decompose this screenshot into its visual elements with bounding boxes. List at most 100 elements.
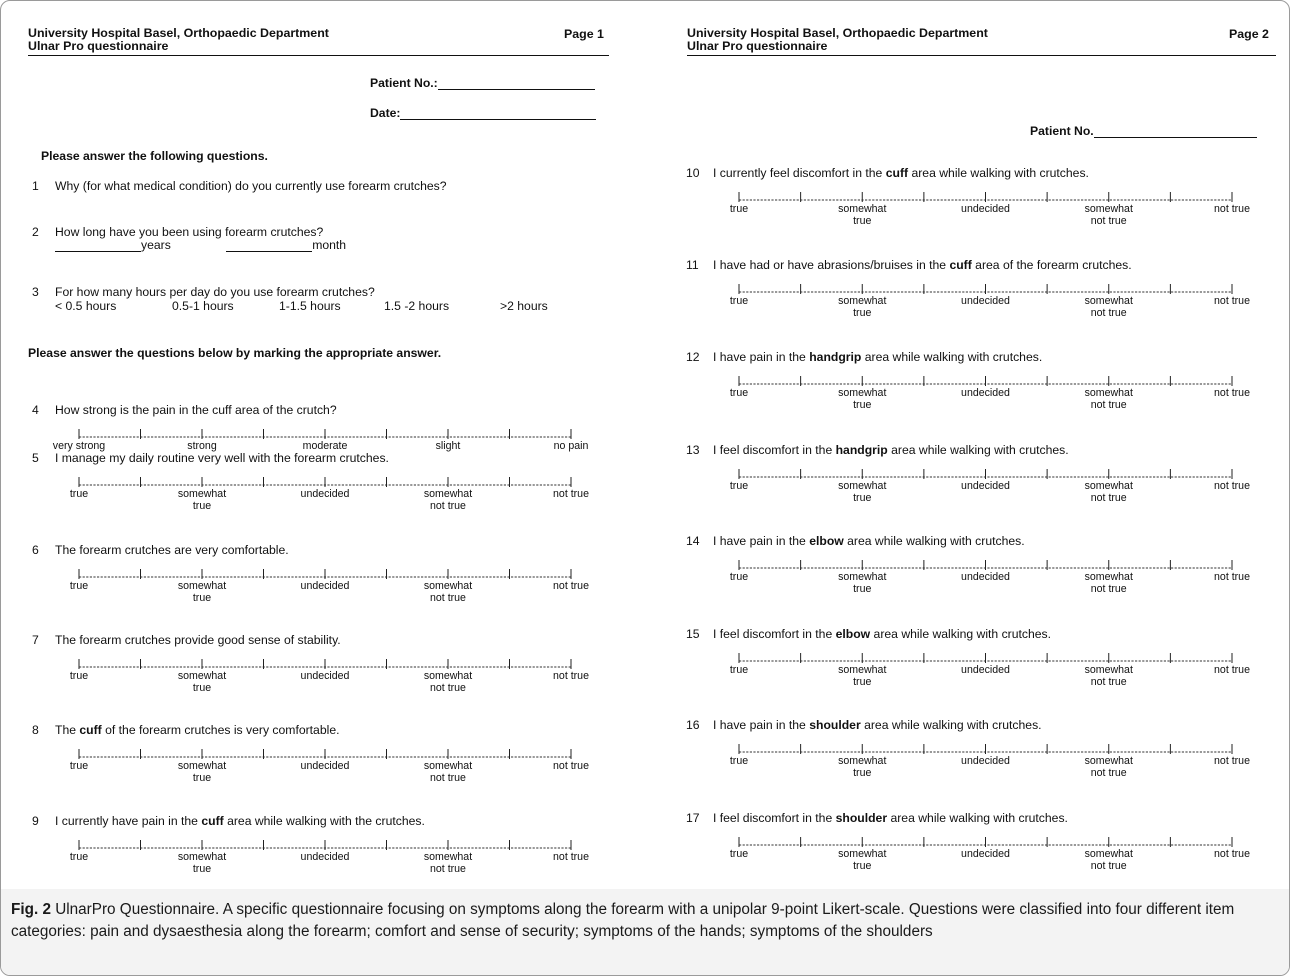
scale-label-line: somewhat (838, 203, 887, 215)
likert-scale (738, 376, 1233, 386)
hours-option[interactable]: < 0.5 hours (55, 299, 117, 313)
scale-label: somewhat true (838, 480, 886, 504)
question-text: I feel discomfort in the handgrip area w… (713, 443, 1069, 457)
scale-label-line: undecided (961, 480, 1010, 492)
hours-option[interactable]: >2 hours (500, 299, 548, 313)
scale-label: somewhat not true (424, 488, 472, 512)
scale-label-line: undecided (961, 755, 1010, 767)
scale-label: not true (1214, 848, 1250, 860)
question-text: I feel discomfort in the shoulder area w… (713, 811, 1068, 825)
patient-no-blank[interactable] (437, 77, 595, 90)
duration-fields: years month (55, 238, 346, 252)
scale-label-line: true (69, 670, 89, 682)
scale-label-line: not true (553, 670, 589, 682)
scale-label: undecided (301, 670, 350, 682)
years-blank[interactable] (55, 239, 141, 252)
scale-label: not true (553, 760, 589, 772)
institution-name: University Hospital Basel, Orthopaedic D… (687, 26, 988, 40)
scale-label: not true (1214, 664, 1250, 676)
scale-label-line: undecided (300, 488, 350, 500)
question-number: 1 (32, 179, 39, 193)
scale-label-line: true (69, 760, 89, 772)
scale-label: somewhat not true (424, 851, 472, 875)
likert-scale (78, 569, 572, 579)
likert-scale (738, 469, 1233, 479)
scale-label: not true (1214, 755, 1250, 767)
scale-label-line: somewhat (177, 760, 227, 772)
patient-no-blank[interactable] (1093, 125, 1257, 138)
question-text: The forearm crutches are very comfortabl… (55, 543, 289, 557)
scale-label-line: true (69, 851, 89, 863)
scale-label-line: not true (1090, 860, 1127, 872)
scale-label: somewhat not true (424, 580, 472, 604)
scale-label: somewhat true (838, 755, 886, 779)
figure-caption: Fig. 2 UlnarPro Questionnaire. A specifi… (1, 889, 1289, 975)
scale-label-line: slight (435, 440, 461, 452)
scale-label-line: undecided (961, 571, 1010, 583)
scale-label-line: somewhat (838, 755, 887, 767)
date-field: Date: (370, 106, 597, 120)
hours-option[interactable]: 1.5 -2 hours (384, 299, 450, 313)
question-number: 10 (686, 166, 700, 180)
scale-label-line: undecided (961, 387, 1010, 399)
hours-option[interactable]: 1-1.5 hours (279, 299, 341, 313)
scale-label: slight (436, 440, 461, 452)
scale-label-line: somewhat (1084, 480, 1133, 492)
likert-scale (738, 560, 1233, 570)
scale-label-line: true (729, 571, 749, 583)
scale-label-line: strong (187, 440, 217, 452)
question-number: 13 (686, 443, 700, 457)
scale-label: somewhat not true (424, 670, 472, 694)
date-blank[interactable] (400, 107, 597, 120)
month-blank[interactable] (226, 239, 313, 252)
question-text: I have had or have abrasions/bruises in … (713, 258, 1132, 272)
scale-label-line: somewhat (1084, 295, 1133, 307)
scale-label: somewhat not true (1085, 848, 1133, 872)
scale-label-line: not true (1214, 848, 1250, 860)
scale-label-line: somewhat (1084, 203, 1133, 215)
scale-label: undecided (301, 760, 350, 772)
scale-label-line: not true (430, 772, 466, 784)
emphasized-term: shoulder (835, 811, 888, 825)
scale-label: somewhat not true (1085, 295, 1133, 319)
scale-label: somewhat true (178, 760, 226, 784)
scale-label: not true (1214, 203, 1250, 215)
scale-label: undecided (301, 580, 350, 592)
scale-label: not true (553, 670, 589, 682)
scale-label: undecided (961, 664, 1010, 676)
likert-scale (738, 192, 1233, 202)
date-label: Date: (370, 106, 401, 120)
scale-label-line: undecided (961, 664, 1010, 676)
scale-label: undecided (301, 488, 350, 500)
form-title: Ulnar Pro questionnaire (28, 39, 169, 53)
question-number: 7 (32, 633, 39, 647)
scale-label: somewhat true (838, 203, 886, 227)
scale-label: moderate (303, 440, 348, 452)
scale-label: somewhat true (838, 295, 886, 319)
scale-label-line: not true (1090, 676, 1127, 688)
scale-label: true (730, 571, 748, 583)
scale-label-line: undecided (961, 848, 1010, 860)
scale-label-line: true (729, 387, 749, 399)
emphasized-term: cuff (79, 723, 102, 737)
scale-label-line: somewhat (1084, 848, 1133, 860)
scale-label: undecided (961, 480, 1010, 492)
scale-label: not true (553, 488, 589, 500)
emphasized-term: cuff (885, 166, 909, 180)
scale-label-line: somewhat (177, 670, 227, 682)
scale-label: somewhat not true (1085, 387, 1133, 411)
questionnaire-page-2: University Hospital Basel, Orthopaedic D… (661, 1, 1289, 886)
question-text: Why (for what medical condition) do you … (55, 179, 447, 193)
years-unit: years (141, 238, 171, 252)
scale-label-line: no pain (553, 440, 589, 452)
scale-label-line: somewhat (423, 851, 473, 863)
question-number: 9 (32, 814, 39, 828)
scale-label-line: true (853, 583, 872, 595)
likert-scale (738, 284, 1233, 294)
hours-option[interactable]: 0.5-1 hours (172, 299, 234, 313)
patient-no-field: Patient No.: (370, 76, 595, 90)
scale-label: undecided (961, 387, 1010, 399)
likert-scale (78, 749, 572, 759)
scale-label-line: not true (1214, 387, 1250, 399)
scale-label: very strong (53, 440, 105, 452)
